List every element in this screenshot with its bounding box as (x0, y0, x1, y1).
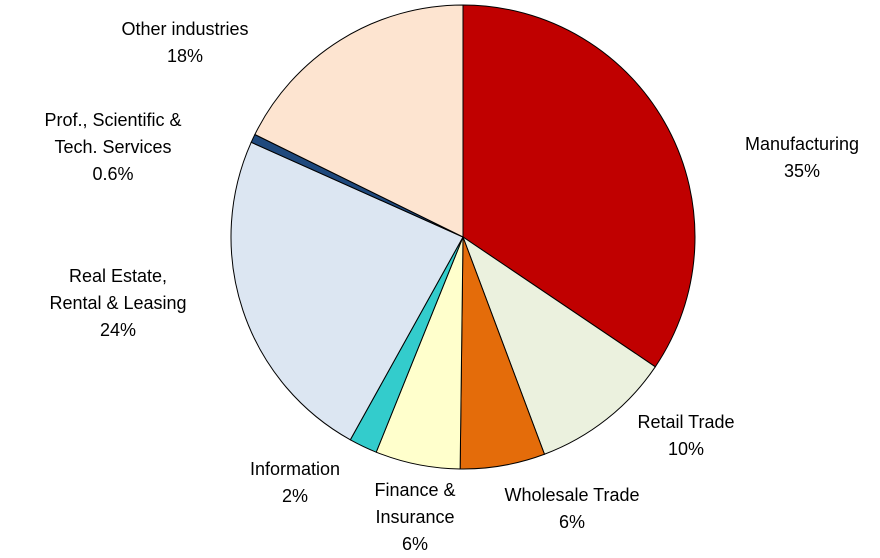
slice-value-label: 2% (282, 486, 308, 506)
slice-value-label: 24% (100, 320, 136, 340)
slice-label-line: Retail Trade (637, 412, 734, 432)
pie-slice (462, 4, 696, 368)
slice-value-label: 10% (668, 439, 704, 459)
slice-value-label: 0.6% (92, 164, 133, 184)
slice-label-line: Wholesale Trade (504, 485, 639, 505)
pie-slice (254, 4, 464, 238)
slice-label: Retail Trade (637, 412, 734, 432)
slice-label-line: Insurance (375, 507, 454, 527)
slice-label: Prof., Scientific & Tech. Services (44, 110, 181, 157)
slice-value-label: 6% (559, 512, 585, 532)
pie-slice (461, 235, 656, 455)
slice-label-line: Real Estate, (69, 266, 167, 286)
slice-value-label: 18% (167, 46, 203, 66)
slice-label: Information (250, 459, 340, 479)
slice-label-line: Information (250, 459, 340, 479)
slice-label-line: Other industries (121, 19, 248, 39)
slice-label: Wholesale Trade (504, 485, 639, 505)
slice-label: Other industries (121, 19, 248, 39)
slice-label-line: Prof., Scientific & (44, 110, 181, 130)
slice-value-label: 6% (402, 534, 428, 554)
slice-label-line: Rental & Leasing (49, 293, 186, 313)
slice-label-line: Manufacturing (745, 134, 859, 154)
slice-value-label: 35% (784, 161, 820, 181)
slice-label-line: Finance & (374, 480, 455, 500)
slice-label: Manufacturing (745, 134, 859, 154)
slice-label: Real Estate, Rental & Leasing (49, 266, 186, 313)
slice-label: Finance & Insurance (374, 480, 455, 527)
pie-slice (230, 141, 464, 441)
slice-label-line: Tech. Services (54, 137, 171, 157)
